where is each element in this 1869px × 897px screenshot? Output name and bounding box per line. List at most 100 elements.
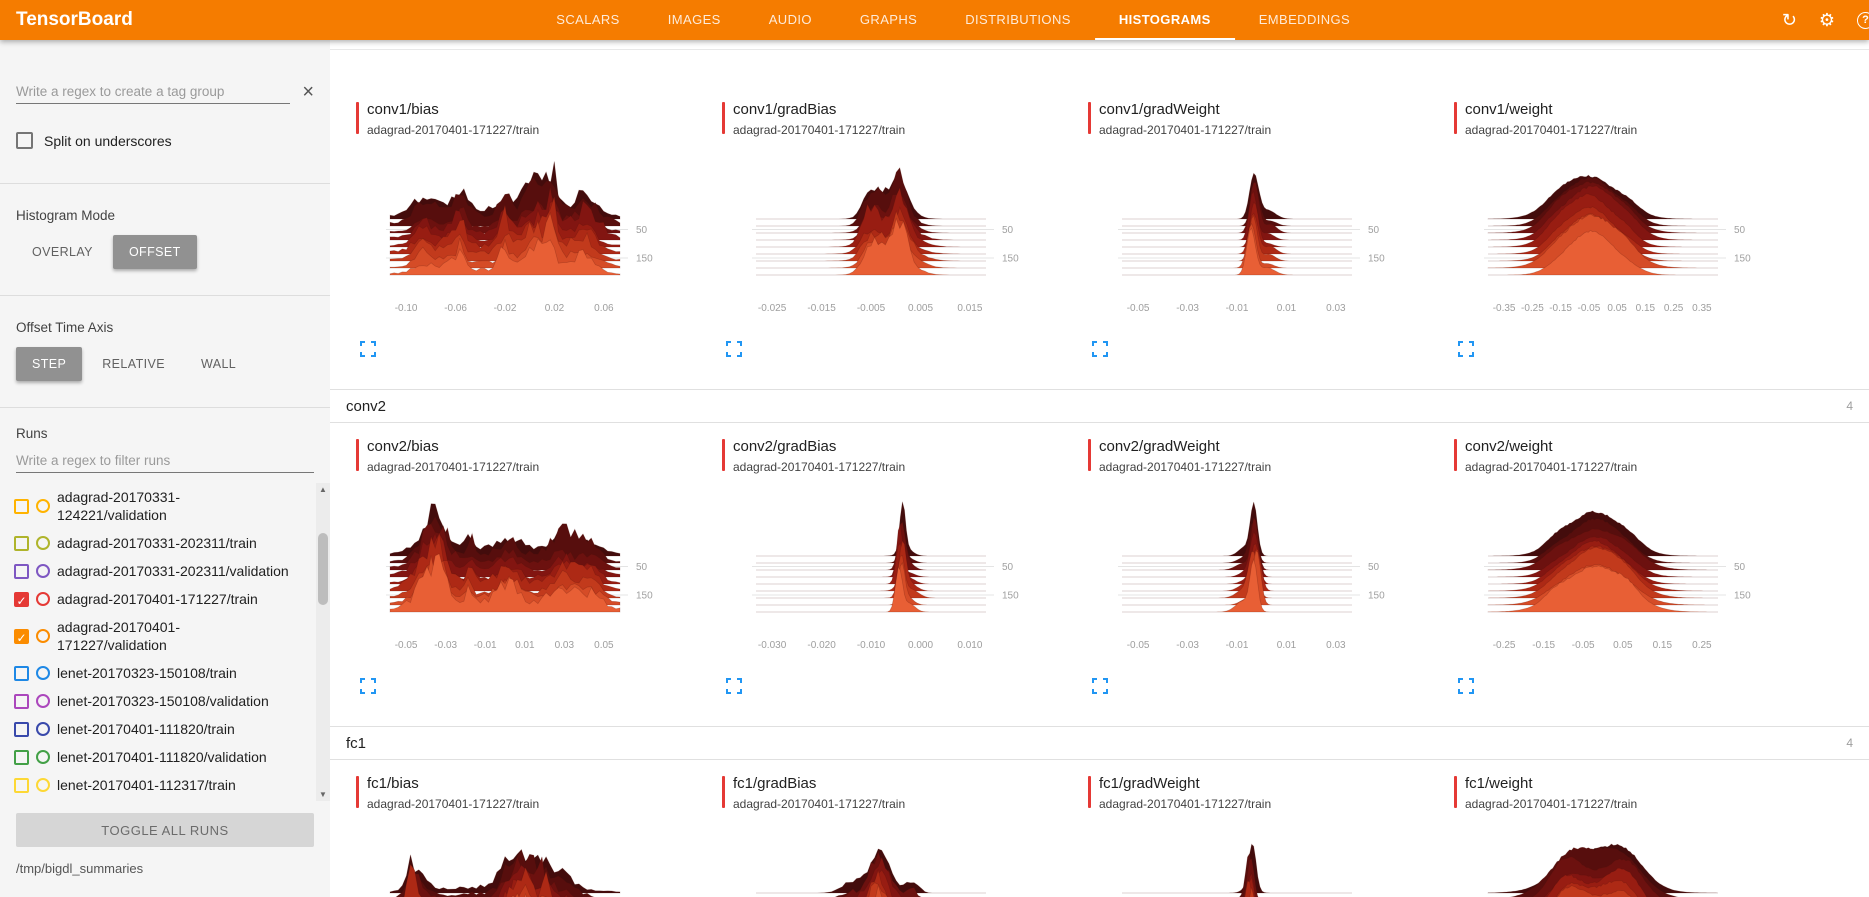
toggle-all-runs-button[interactable]: TOGGLE ALL RUNS <box>16 813 314 847</box>
run-checkbox[interactable]: ✓ <box>14 628 29 645</box>
svg-text:0.015: 0.015 <box>957 303 982 314</box>
card-run-label: adagrad-20170401-171227/train <box>1465 123 1638 137</box>
svg-text:50: 50 <box>636 562 648 573</box>
svg-text:0.25: 0.25 <box>1664 303 1684 314</box>
histogram-card: fc1/weight adagrad-20170401-171227/train 5… <box>1444 760 1796 897</box>
svg-text:0.35: 0.35 <box>1692 303 1712 314</box>
close-icon[interactable]: × <box>302 81 314 103</box>
histogram-mode-label: Histogram Mode <box>16 208 116 223</box>
run-checkbox[interactable] <box>14 777 29 793</box>
run-color-circle[interactable] <box>36 499 50 513</box>
expand-icon[interactable] <box>360 341 378 357</box>
expand-icon[interactable] <box>1458 678 1476 694</box>
run-row[interactable]: lenet-20170323-150108/validation <box>14 687 312 715</box>
expand-icon[interactable] <box>1092 678 1110 694</box>
run-checkbox[interactable] <box>14 665 29 681</box>
run-color-circle[interactable] <box>36 778 50 792</box>
scroll-up-icon[interactable]: ▲ <box>319 485 327 494</box>
run-checkbox[interactable]: ✓ <box>14 591 29 608</box>
run-row[interactable]: lenet-20170401-111820/train <box>14 715 312 743</box>
runs-scrollbar[interactable]: ▲ ▼ <box>316 483 330 801</box>
scrollbar-thumb[interactable] <box>318 533 328 605</box>
runs-filter-input[interactable] <box>16 449 314 473</box>
run-color-bar <box>1454 102 1457 134</box>
run-row[interactable]: lenet-20170401-111820/validation <box>14 743 312 771</box>
refresh-icon[interactable]: ↻ <box>1781 10 1797 30</box>
histogram-chart[interactable]: 50 150 -0.10 -0.06 -0.02 0.02 0.06 <box>370 150 670 326</box>
run-row[interactable]: adagrad-20170331-124221/validation <box>14 483 312 529</box>
histogram-chart[interactable]: 50 150 -0.030 -0.020 -0.010 0.000 0.010 <box>736 487 1036 663</box>
run-color-circle[interactable] <box>36 694 50 708</box>
expand-icon[interactable] <box>360 678 378 694</box>
expand-icon[interactable] <box>726 678 744 694</box>
histogram-chart[interactable]: 50 150 -0.05 -0.03 -0.01 0.01 0.03 0.05 <box>370 487 670 663</box>
histogram-chart[interactable]: 50 150 -0.05 -0.03 -0.01 0.01 0.03 <box>1102 487 1402 663</box>
svg-text:-0.15: -0.15 <box>1549 303 1572 314</box>
run-color-circle[interactable] <box>36 564 50 578</box>
histogram-chart[interactable]: 50 150 -0.25 -0.15 -0.05 0.05 0.15 0.25 <box>1468 487 1768 663</box>
run-checkbox[interactable] <box>14 498 29 514</box>
run-color-circle[interactable] <box>36 750 50 764</box>
section-header[interactable]: conv2 4 <box>330 389 1869 423</box>
run-label: lenet-20170323-150108/train <box>57 665 237 681</box>
histogram-mode-section: Histogram Mode OVERLAY OFFSET <box>0 184 330 296</box>
expand-icon[interactable] <box>1092 341 1110 357</box>
run-color-circle[interactable] <box>36 629 50 643</box>
svg-text:-0.020: -0.020 <box>807 640 836 651</box>
split-underscores-checkbox[interactable]: Split on underscores <box>16 132 314 149</box>
offset-axis-step-button[interactable]: STEP <box>16 347 83 381</box>
svg-text:150: 150 <box>1734 254 1751 265</box>
run-checkbox[interactable] <box>14 749 29 765</box>
svg-text:-0.005: -0.005 <box>857 303 886 314</box>
run-row[interactable]: ✓ adagrad-20170401-171227/validation <box>14 613 312 659</box>
offset-axis-wall-button[interactable]: WALL <box>200 357 237 371</box>
help-icon[interactable]: ? <box>1857 11 1869 29</box>
scroll-down-icon[interactable]: ▼ <box>319 790 327 799</box>
run-color-circle[interactable] <box>36 536 50 550</box>
svg-text:-0.05: -0.05 <box>1572 640 1595 651</box>
settings-icon[interactable]: ⚙ <box>1818 10 1835 30</box>
tab-graphs[interactable]: GRAPHS <box>859 11 918 27</box>
checkbox-icon[interactable] <box>16 132 33 149</box>
run-row[interactable]: lenet-20170401-112317/train <box>14 771 312 799</box>
histogram-chart[interactable]: 50 150 -0.025 -0.015 -0.005 0.005 0.015 <box>736 150 1036 326</box>
histogram-chart[interactable]: 50 150 -0.05 -0.03 -0.01 0.01 0.03 <box>1102 150 1402 326</box>
run-color-circle[interactable] <box>36 666 50 680</box>
run-checkbox[interactable] <box>14 563 29 579</box>
histogram-card: conv1/gradWeight adagrad-20170401-171227/… <box>1078 86 1430 387</box>
run-row[interactable]: adagrad-20170331-202311/validation <box>14 557 312 585</box>
expand-icon[interactable] <box>1458 341 1476 357</box>
tab-embeddings[interactable]: EMBEDDINGS <box>1258 11 1351 27</box>
histogram-card: fc1/bias adagrad-20170401-171227/train 501… <box>346 760 698 897</box>
run-checkbox[interactable] <box>14 693 29 709</box>
run-color-circle[interactable] <box>36 592 50 606</box>
histogram-mode-overlay-button[interactable]: OVERLAY <box>32 245 93 259</box>
histogram-chart[interactable]: 50 150 -0.35 -0.25 -0.15 -0.05 0.05 0.15 0.25 0.3… <box>1468 150 1768 326</box>
tab-distributions[interactable]: DISTRIBUTIONS <box>965 11 1071 27</box>
expand-icon[interactable] <box>726 341 744 357</box>
run-row[interactable]: adagrad-20170331-202311/train <box>14 529 312 557</box>
section-header[interactable]: fc1 4 <box>330 726 1869 760</box>
tab-audio[interactable]: AUDIO <box>768 11 812 27</box>
tab-histograms[interactable]: HISTOGRAMS <box>1094 0 1235 40</box>
offset-axis-relative-button[interactable]: RELATIVE <box>102 357 165 371</box>
tab-scalars[interactable]: SCALARS <box>556 11 620 27</box>
tag-regex-input[interactable] <box>16 80 291 104</box>
run-row[interactable]: ✓ adagrad-20170401-171227/train <box>14 585 312 613</box>
section-count: 4 <box>1846 736 1853 750</box>
run-checkbox[interactable] <box>14 535 29 551</box>
svg-text:-0.030: -0.030 <box>758 640 787 651</box>
tag-filter-section: × Split on underscores <box>0 40 330 184</box>
header-icons: ↻ ⚙? <box>1782 11 1869 29</box>
tab-images[interactable]: IMAGES <box>667 11 721 27</box>
run-color-circle[interactable] <box>36 722 50 736</box>
run-row[interactable]: lenet-20170323-150108/train <box>14 659 312 687</box>
svg-text:0.03: 0.03 <box>555 640 575 651</box>
histogram-mode-offset-button[interactable]: OFFSET <box>112 235 197 269</box>
run-checkbox[interactable] <box>14 721 29 737</box>
